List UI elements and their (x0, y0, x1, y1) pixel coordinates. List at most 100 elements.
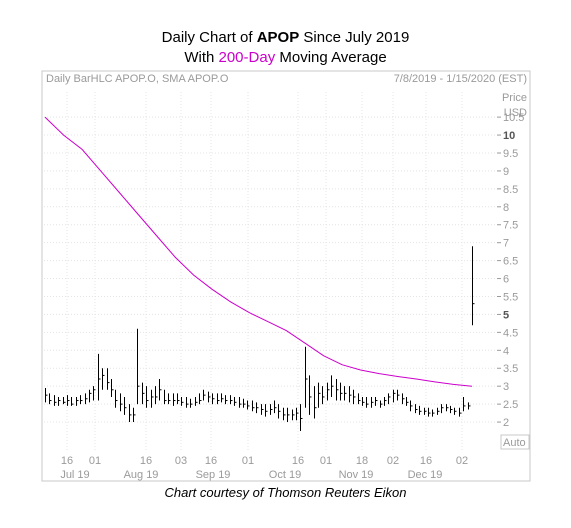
hlc-bar (270, 404, 273, 415)
auto-button-box[interactable] (500, 434, 530, 450)
hlc-bar (292, 409, 295, 421)
hlc-bar (366, 396, 369, 408)
hlc-bar (159, 379, 162, 401)
chart-title-line1: Daily Chart of APOP Since July 2019 (0, 28, 571, 47)
hlc-bar (93, 386, 96, 401)
y-tick-label: 3.5 (503, 363, 518, 375)
hlc-bar (256, 402, 259, 414)
hlc-bar (463, 396, 466, 412)
hlc-bar (67, 395, 70, 406)
hlc-bar (195, 396, 198, 406)
x-month-label: Aug 19 (124, 469, 159, 481)
y-tick-label: 5 (503, 309, 509, 321)
x-month-label: Jul 19 (60, 469, 89, 481)
subtitle-highlight: 200-Day (218, 49, 276, 66)
hlc-bar (234, 396, 237, 406)
y-tick-label: 2.5 (503, 399, 518, 411)
x-axis-ticks: 16 01 16 03 16 01 16 01 18 02 16 02 (61, 455, 468, 467)
auto-button-label[interactable]: Auto (503, 437, 526, 449)
hlc-bar (221, 393, 224, 403)
title-suffix: Since July 2019 (299, 29, 410, 46)
y-tick-label: 8 (503, 202, 509, 214)
hlc-bar (190, 398, 193, 408)
hlc-bar (331, 375, 334, 397)
hlc-bar (336, 379, 339, 401)
hlc-bar (340, 382, 343, 401)
hlc-bar (177, 393, 180, 405)
sma-line (44, 116, 473, 387)
hlc-bar (137, 328, 140, 405)
auto-button[interactable]: Auto (500, 434, 530, 450)
hlc-bar (181, 396, 184, 406)
hlc-bar (393, 389, 396, 403)
x-month-label: Dec 19 (408, 469, 443, 481)
hlc-bar (85, 393, 88, 405)
hlc-bar (265, 404, 268, 417)
x-tick-label: 16 (140, 455, 152, 467)
hlc-bar (89, 389, 92, 403)
chart-frame (41, 70, 531, 482)
hlc-bar (247, 400, 250, 410)
hlc-bar (406, 396, 409, 406)
hlc-bar (212, 393, 215, 405)
y-tick-label: 5.5 (503, 291, 518, 303)
x-tick-label: 02 (387, 455, 399, 467)
hlc-bar (142, 382, 145, 405)
hlc-bar (314, 386, 317, 419)
title-prefix: Daily Chart of (161, 29, 257, 46)
hlc-bar (384, 396, 387, 406)
x-tick-label: 02 (456, 455, 468, 467)
hlc-bar (450, 405, 453, 414)
x-tick-label: 01 (320, 455, 332, 467)
hlc-bar (120, 393, 123, 412)
hlc-bar (283, 407, 286, 421)
x-tick-label: 16 (205, 455, 217, 467)
hlc-bar (199, 393, 202, 405)
title-ticker: APOP (256, 29, 300, 46)
grid-lines (44, 92, 497, 450)
hlc-bar (424, 407, 427, 415)
y-tick-label: 9 (503, 166, 509, 178)
x-tick-label: 01 (242, 455, 254, 467)
hlc-bar (358, 393, 361, 405)
x-axis-month-labels: Jul 19 Aug 19 Sep 19 Oct 19 Nov 19 Dec 19 (60, 469, 442, 481)
chart-header-right: 7/8/2019 - 1/15/2020 (EST) (394, 73, 527, 85)
hlc-bars (45, 246, 475, 432)
hlc-bar (45, 387, 48, 403)
hlc-bar (49, 393, 52, 405)
hlc-bar (146, 386, 149, 408)
hlc-bar (71, 396, 74, 406)
hlc-bar (58, 396, 61, 406)
hlc-bar (375, 396, 378, 406)
hlc-bar (274, 400, 277, 414)
hlc-bar (76, 396, 79, 406)
x-tick-label: 16 (292, 455, 304, 467)
axis-label-price: Price (502, 92, 527, 104)
hlc-bar (129, 404, 132, 423)
hlc-bar (63, 396, 66, 405)
hlc-bar (415, 404, 418, 414)
y-tick-label: 7.5 (503, 220, 518, 232)
hlc-bar (102, 368, 105, 390)
hlc-bar (353, 389, 356, 405)
x-month-label: Oct 19 (269, 469, 301, 481)
hlc-bar (380, 400, 383, 408)
subtitle-suffix: Moving Average (275, 49, 387, 66)
hlc-bar (362, 396, 365, 406)
hlc-bar (305, 346, 308, 408)
x-tick-label: 16 (61, 455, 73, 467)
hlc-bar (173, 393, 176, 406)
hlc-bar (402, 393, 405, 405)
hlc-bar (349, 386, 352, 403)
x-month-label: Nov 19 (339, 469, 374, 481)
hlc-bar (472, 246, 475, 326)
hlc-bar (322, 386, 325, 405)
hlc-bar (432, 409, 435, 417)
hlc-bar (107, 368, 110, 390)
hlc-bar (151, 389, 154, 408)
hlc-bar (446, 404, 449, 412)
hlc-bar (397, 389, 400, 401)
y-tick-label: 4.5 (503, 327, 518, 339)
hlc-bar (239, 396, 242, 408)
